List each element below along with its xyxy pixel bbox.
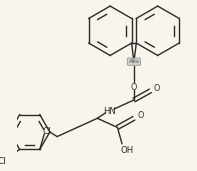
Text: Cl: Cl: [43, 127, 51, 136]
Text: O: O: [131, 83, 137, 92]
Text: Abs: Abs: [128, 59, 139, 64]
Text: O: O: [154, 84, 160, 93]
Text: Cl: Cl: [0, 157, 6, 166]
Text: O: O: [137, 111, 143, 120]
Text: OH: OH: [120, 146, 133, 155]
Text: HN: HN: [103, 107, 116, 116]
